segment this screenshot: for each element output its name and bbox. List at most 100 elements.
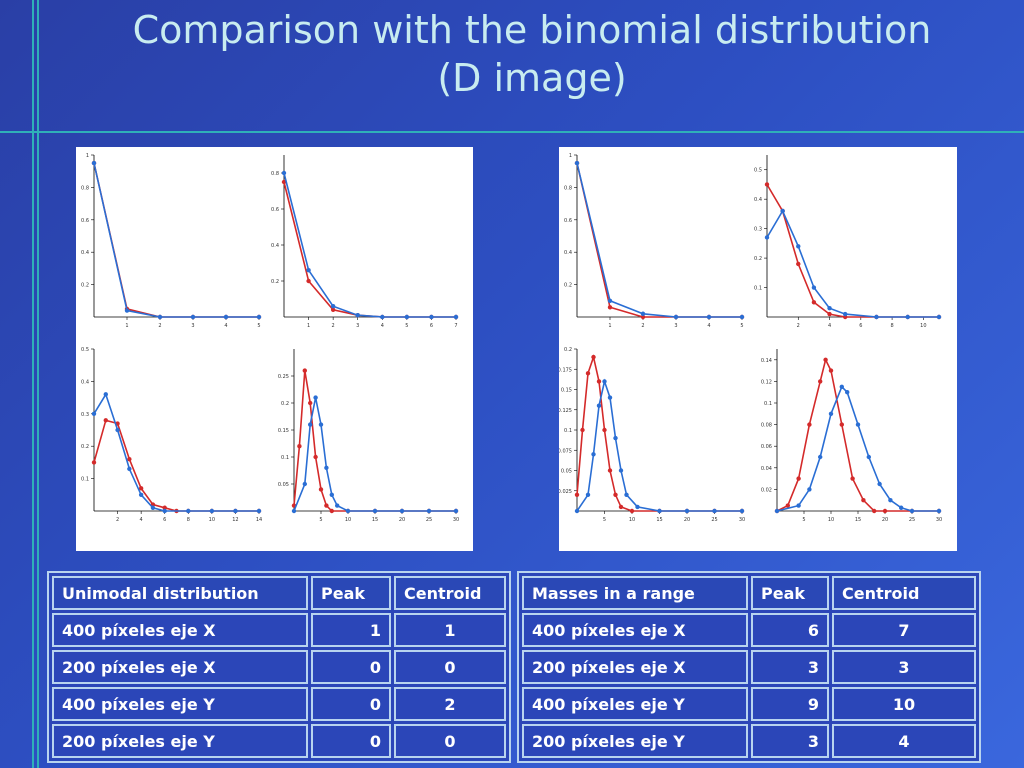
x-tick-label: 3 — [356, 323, 359, 329]
data-point — [223, 314, 229, 320]
x-tick-label: 6 — [430, 323, 433, 329]
x-tick-label: 20 — [882, 517, 888, 523]
x-tick-label: 8 — [890, 323, 893, 329]
chart-panel-left: 1 2 3 4 5 0.2 0.4 0.6 0.8 1 1 2 3 4 5 6 7 0.2 0.4 0.6 0.8 2 4 6… — [76, 147, 473, 551]
x-tick-label: 25 — [909, 517, 915, 523]
data-point — [764, 235, 770, 240]
row-centroid: 4 — [832, 724, 976, 758]
data-point — [796, 244, 801, 249]
series-line-1 — [576, 354, 742, 512]
table-row: 200 píxeles eje X 0 0 — [52, 650, 506, 684]
data-point — [827, 311, 832, 317]
table-row: 400 píxeles eje Y 9 10 — [522, 687, 976, 721]
x-tick-label: 25 — [711, 517, 717, 523]
y-tick-label: 0.2 — [81, 283, 89, 289]
x-tick-label: 1 — [125, 323, 128, 329]
data-point — [607, 468, 613, 473]
data-point — [372, 508, 378, 514]
data-point — [739, 314, 745, 320]
row-peak: 3 — [751, 724, 829, 758]
data-point — [404, 314, 410, 320]
data-point — [899, 505, 904, 510]
data-point — [585, 371, 591, 376]
data-point — [138, 486, 144, 491]
row-centroid: 0 — [394, 650, 506, 684]
data-point — [103, 418, 108, 423]
y-tick-label: 0.2 — [564, 347, 572, 353]
data-point — [780, 208, 785, 214]
data-point — [823, 357, 828, 362]
row-centroid: 0 — [394, 724, 506, 758]
data-point — [936, 508, 942, 514]
x-tick-label: 15 — [372, 517, 378, 523]
data-point — [850, 476, 855, 481]
data-point — [306, 268, 311, 273]
y-tick-label: 0.075 — [559, 448, 572, 454]
x-tick-label: 4 — [381, 323, 384, 329]
table-header: Unimodal distribution Peak Centroid — [52, 576, 506, 610]
x-tick-label: 20 — [684, 517, 690, 523]
row-label: 200 píxeles eje Y — [52, 724, 308, 758]
data-point — [306, 278, 311, 284]
x-tick-label: 30 — [936, 517, 942, 523]
y-tick-label: 0.1 — [81, 477, 89, 483]
data-point — [313, 395, 318, 400]
y-tick-label: 0.4 — [754, 197, 762, 203]
data-point — [712, 508, 717, 514]
data-point — [190, 314, 196, 320]
subplot-6: 2 4 6 8 10 0.1 0.2 0.3 0.4 0.5 — [754, 155, 942, 329]
data-point — [602, 379, 607, 384]
row-peak: 1 — [311, 613, 391, 647]
data-point — [764, 182, 770, 187]
y-tick-label: 0.04 — [761, 466, 772, 472]
subplot-8: 5 10 15 20 25 30 0.02 0.04 0.06 0.08 0.1 0.12 0.14 — [761, 349, 942, 523]
data-point — [574, 160, 580, 166]
data-point — [607, 305, 613, 310]
data-point — [308, 422, 313, 427]
data-point — [591, 354, 596, 360]
subplot-3: 2 4 6 8 10 12 14 0.1 0.2 0.3 0.4 0.5 — [81, 347, 262, 523]
y-tick-label: 0.8 — [81, 185, 89, 191]
x-tick-label: 15 — [656, 517, 662, 523]
x-tick-label: 5 — [257, 323, 260, 329]
series-line-2 — [576, 378, 742, 512]
row-label: 400 píxeles eje Y — [522, 687, 748, 721]
x-tick-label: 4 — [828, 323, 831, 329]
x-tick-label: 30 — [739, 517, 745, 523]
x-tick-label: 3 — [191, 323, 194, 329]
x-tick-label: 2 — [332, 323, 335, 329]
data-point — [162, 505, 167, 510]
series-line-1 — [776, 357, 939, 512]
y-tick-label: 0.2 — [564, 283, 572, 289]
data-point — [585, 492, 591, 497]
y-tick-label: 0.6 — [81, 218, 89, 224]
x-tick-label: 30 — [453, 517, 459, 523]
y-tick-label: 0.2 — [754, 256, 762, 262]
data-point — [640, 311, 646, 316]
row-centroid: 1 — [394, 613, 506, 647]
x-tick-label: 6 — [859, 323, 862, 329]
data-point — [828, 368, 834, 373]
data-point — [807, 487, 812, 492]
series-line-1 — [576, 162, 742, 318]
x-tick-label: 2 — [116, 517, 119, 523]
data-point — [796, 476, 801, 481]
y-tick-label: 1 — [569, 153, 572, 159]
y-tick-label: 0.8 — [271, 171, 279, 177]
y-tick-label: 0.08 — [761, 423, 772, 429]
data-point — [355, 313, 360, 318]
y-tick-label: 0.025 — [559, 489, 572, 495]
table-masses: Masses in a range Peak Centroid 400 píxe… — [517, 571, 981, 763]
y-tick-label: 0.05 — [561, 469, 572, 475]
series-line-1 — [766, 184, 939, 318]
data-point — [256, 314, 262, 320]
data-point — [839, 422, 844, 427]
data-point — [706, 314, 712, 320]
data-point — [302, 368, 307, 373]
data-point — [842, 311, 848, 317]
series-line-2 — [283, 172, 456, 318]
table-row: 200 píxeles eje Y 3 4 — [522, 724, 976, 758]
data-point — [874, 314, 879, 320]
x-tick-label: 3 — [674, 323, 677, 329]
data-point — [103, 392, 108, 397]
